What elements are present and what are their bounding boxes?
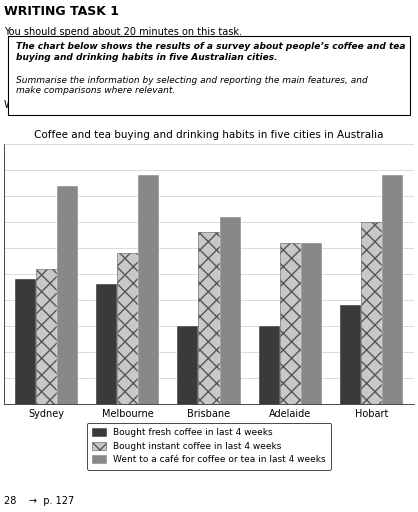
Text: You should spend about 20 minutes on this task.: You should spend about 20 minutes on thi… xyxy=(4,27,242,37)
Bar xyxy=(199,232,219,508)
Bar xyxy=(301,243,322,508)
Text: The chart below shows the results of a survey about people’s coffee and tea
buyi: The chart below shows the results of a s… xyxy=(16,42,406,61)
Text: Summarise the information by selecting and reporting the main features, and
make: Summarise the information by selecting a… xyxy=(16,75,368,95)
Text: Write at least 150 words.: Write at least 150 words. xyxy=(4,100,127,110)
Bar xyxy=(57,185,78,508)
Bar xyxy=(138,175,159,508)
Bar xyxy=(340,305,361,508)
Bar xyxy=(382,175,403,508)
FancyBboxPatch shape xyxy=(8,36,410,115)
Text: WRITING TASK 1: WRITING TASK 1 xyxy=(4,5,119,18)
Bar xyxy=(219,217,241,508)
Bar xyxy=(96,284,117,508)
Bar xyxy=(15,279,36,508)
Bar xyxy=(361,222,382,508)
Bar xyxy=(259,326,280,508)
Bar xyxy=(117,253,138,508)
Legend: Bought fresh coffee in last 4 weeks, Bought instant coffee in last 4 weeks, Went: Bought fresh coffee in last 4 weeks, Bou… xyxy=(87,422,331,470)
Bar xyxy=(280,243,301,508)
Bar xyxy=(177,326,199,508)
Bar xyxy=(36,269,57,508)
Text: 28    →  p. 127: 28 → p. 127 xyxy=(4,496,74,506)
Title: Coffee and tea buying and drinking habits in five cities in Australia: Coffee and tea buying and drinking habit… xyxy=(34,131,384,140)
